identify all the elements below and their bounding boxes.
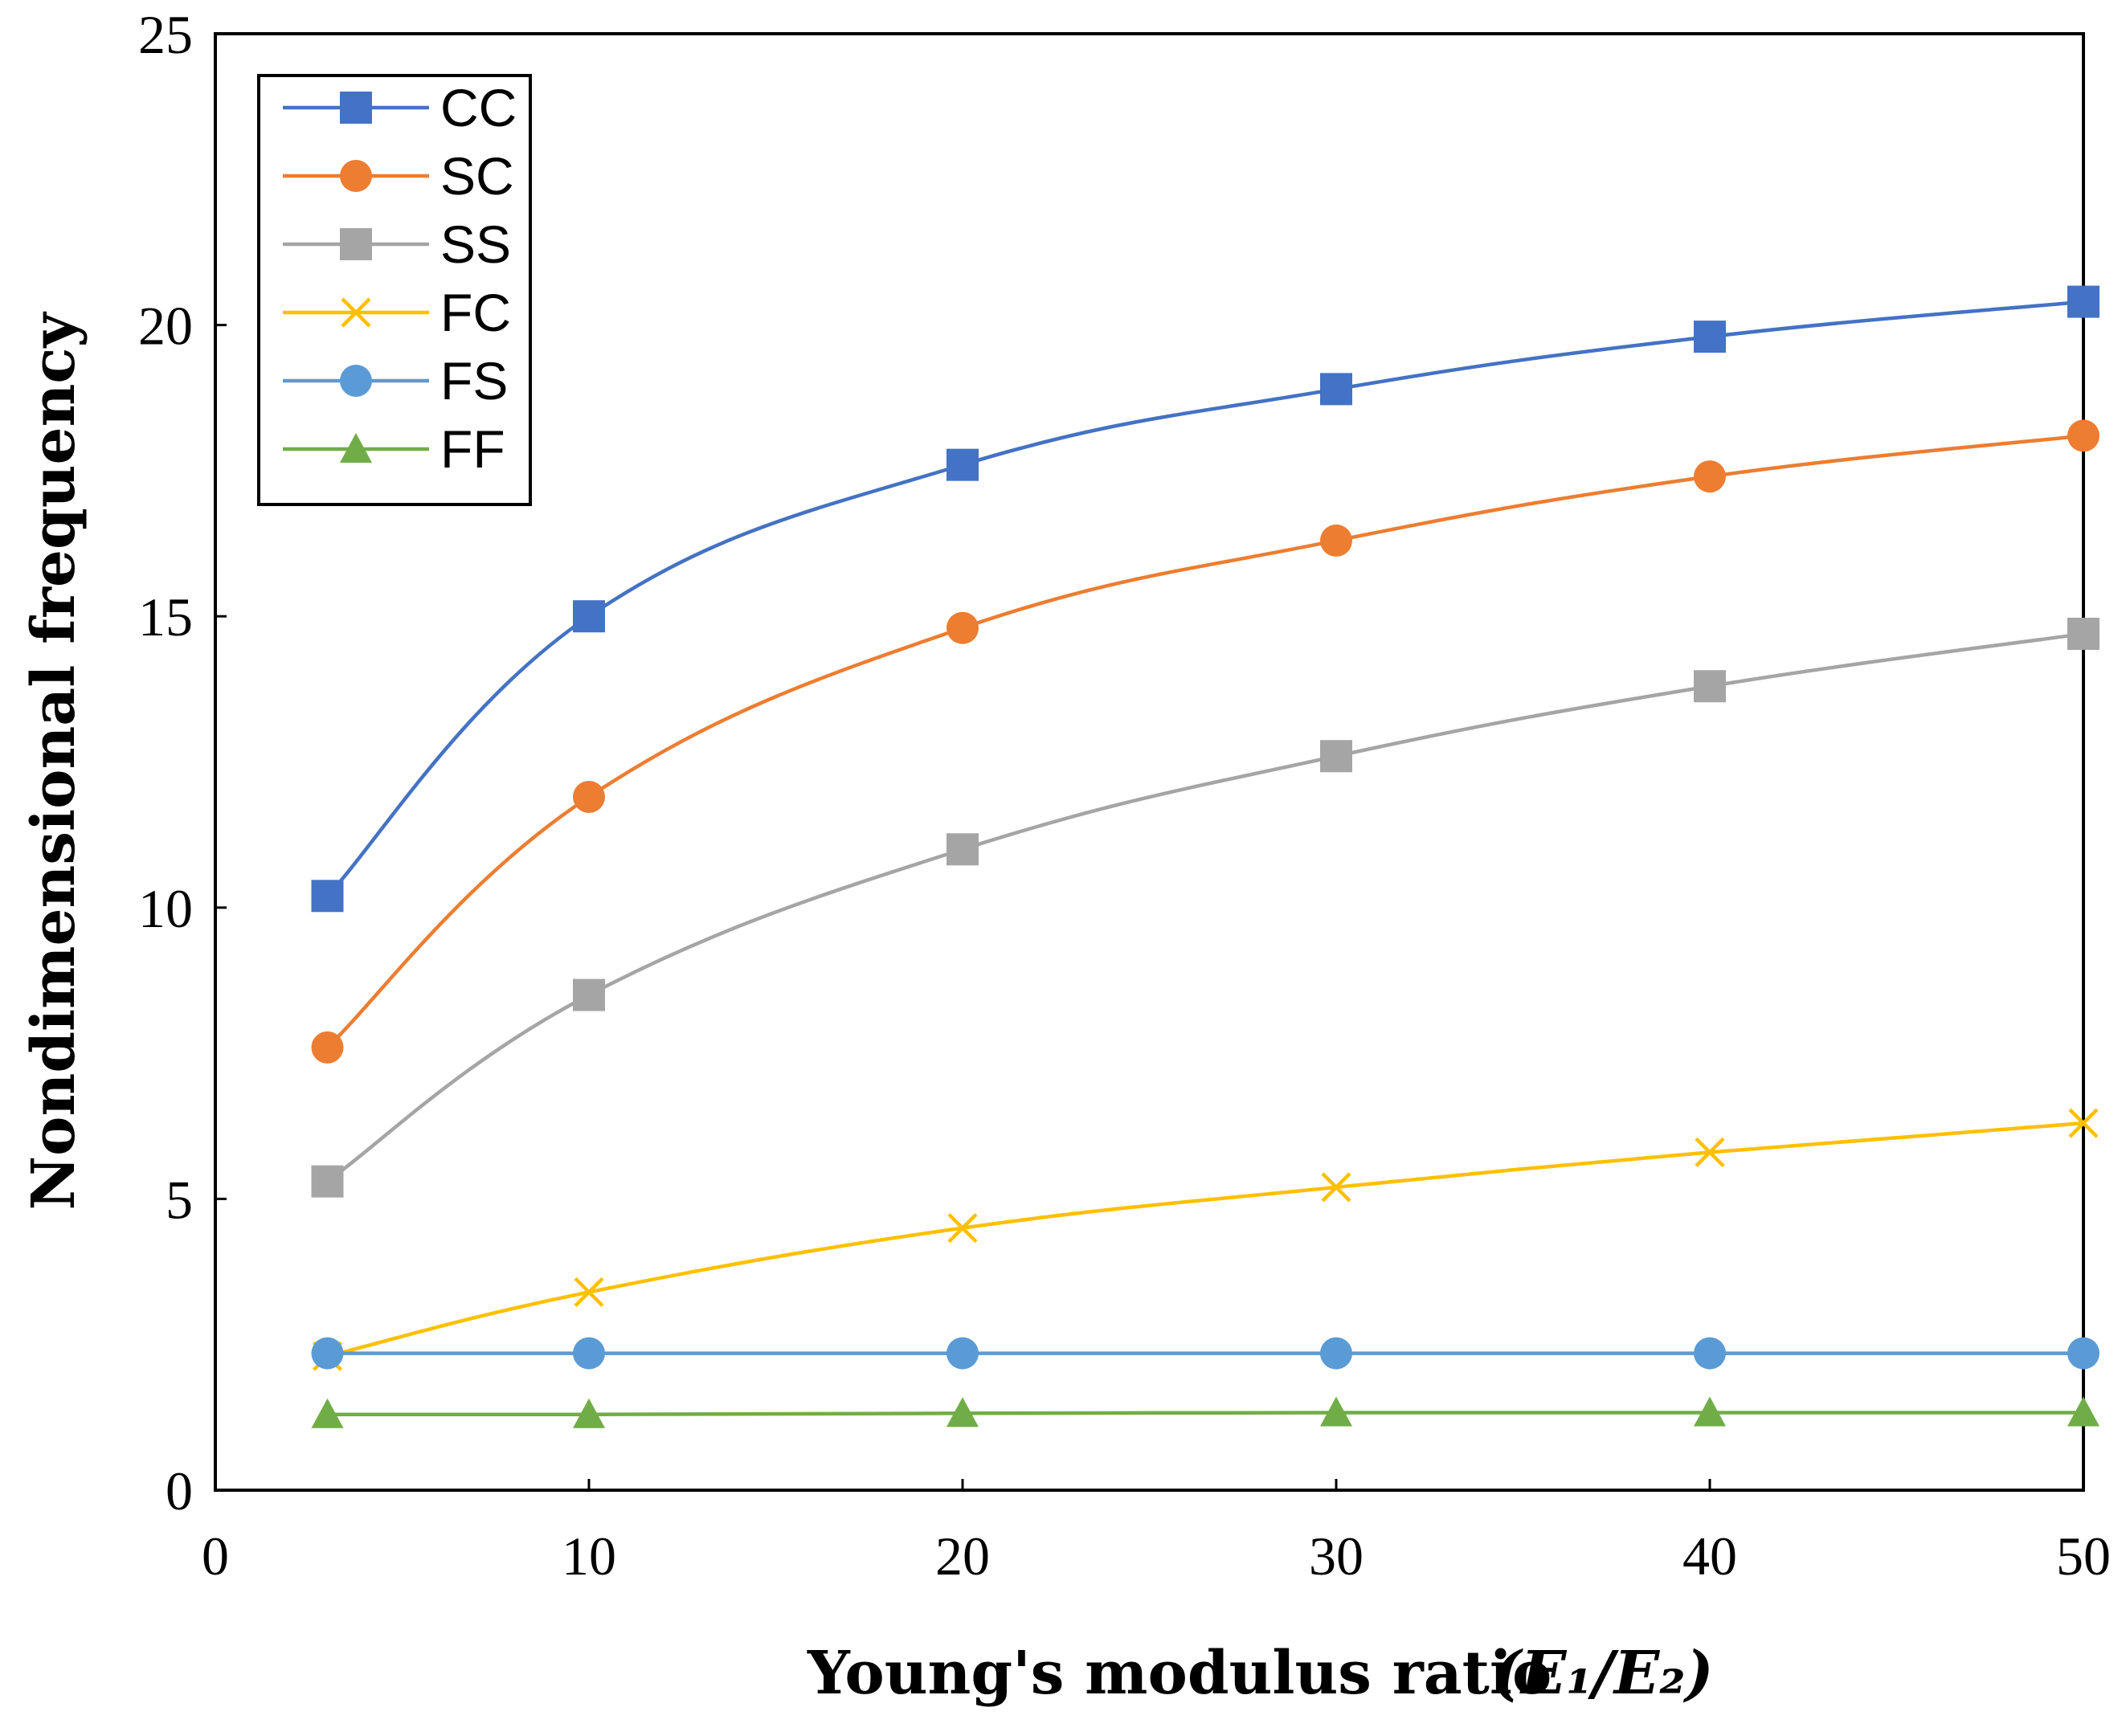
data-point-cc [573, 600, 605, 633]
data-point-cc [1694, 321, 1726, 353]
data-point-ff [1694, 1396, 1726, 1427]
series-layer [311, 285, 2099, 1428]
x-tick-label: 20 [935, 1526, 990, 1587]
data-point-fc-stroke [2068, 1108, 2099, 1138]
data-point-sc [1694, 460, 1726, 493]
data-point-ff [1320, 1396, 1352, 1427]
data-point-ss [573, 978, 605, 1011]
data-point-sc [2067, 419, 2099, 452]
y-tick-label: 25 [138, 4, 193, 65]
data-point-ss [946, 833, 979, 866]
data-point-ff [2067, 1396, 2099, 1427]
legend-marker-fc [341, 297, 371, 328]
data-point-cc [311, 880, 344, 913]
legend-item-fs: FS [283, 351, 508, 411]
legend-box [257, 74, 532, 506]
y-tick-label: 0 [166, 1460, 193, 1522]
data-point-sc [573, 781, 605, 814]
data-point-ff [311, 1398, 344, 1428]
data-point-ff [573, 1398, 605, 1428]
y-tick-label: 15 [138, 586, 193, 647]
data-point-fs [573, 1337, 605, 1370]
data-point-fs [1320, 1337, 1352, 1370]
axes: 0 10 20 30 40 50 0 5 10 15 20 25 [138, 4, 2111, 1587]
x-tick-label: 40 [1682, 1526, 1737, 1587]
series-cc [311, 285, 2099, 913]
x-tick-label: 50 [2056, 1526, 2111, 1587]
data-point-fc [947, 1213, 978, 1244]
series-ss [311, 617, 2099, 1198]
data-point-cc [2067, 285, 2099, 318]
legend-label-sc: SC [440, 146, 514, 206]
x-axis-title: Young's modulus ratio [807, 1639, 1552, 1708]
legend-marker-cc [340, 92, 372, 124]
series-line-fc [326, 1121, 2084, 1358]
data-point-sc [1320, 524, 1352, 557]
legend-item-ff: FF [283, 419, 505, 479]
legend-label-ff: FF [440, 419, 505, 479]
data-point-fc-stroke [574, 1276, 604, 1308]
data-point-sc [311, 1031, 344, 1064]
legend-item-fc: FC [283, 283, 511, 342]
legend: CC SC SS FC FS FF [257, 74, 532, 506]
axis-titles: Young's modulus ratio (E₁/E₂) Nondimensi… [19, 312, 1714, 1708]
data-point-ff [946, 1397, 979, 1428]
y-tick-label: 5 [166, 1169, 193, 1230]
series-ff [311, 1396, 2099, 1428]
series-line-sc [325, 434, 2084, 1049]
legend-label-fc: FC [440, 283, 511, 342]
data-point-fc-stroke [1695, 1137, 1725, 1167]
plot-frame [214, 32, 2085, 1492]
series-line-ss [326, 631, 2084, 1183]
legend-item-sc: SC [283, 146, 514, 206]
data-point-fs [2067, 1337, 2099, 1370]
series-fc [312, 1108, 2099, 1371]
legend-marker-ff [340, 433, 372, 463]
legend-marker-sc [340, 160, 372, 192]
series-sc [311, 419, 2099, 1064]
y-axis-title: Nondimensional frequency [19, 312, 88, 1211]
y-tick-label: 20 [138, 296, 193, 357]
legend-label-cc: CC [440, 78, 517, 137]
legend-item-ss: SS [283, 214, 511, 274]
series-line-cc [325, 300, 2084, 897]
data-point-fs [1694, 1337, 1726, 1370]
data-point-fc [1321, 1172, 1351, 1203]
data-point-fc [2068, 1108, 2099, 1138]
data-point-ss [311, 1165, 344, 1198]
x-tick-label: 10 [562, 1526, 616, 1587]
data-point-fc-stroke [947, 1213, 978, 1244]
series-fs [311, 1337, 2099, 1370]
data-point-fc-stroke [1321, 1172, 1351, 1203]
legend-marker-fc-stroke [341, 297, 371, 328]
data-point-sc [946, 611, 979, 644]
data-point-ss [1320, 740, 1352, 773]
data-point-fc [574, 1276, 604, 1308]
data-point-fc [1695, 1137, 1725, 1167]
y-tick-label: 10 [138, 878, 193, 939]
legend-item-cc: CC [283, 78, 517, 137]
data-point-cc [946, 448, 979, 481]
legend-marker-fs [340, 365, 372, 397]
data-point-ss [1694, 670, 1726, 703]
data-point-fs [946, 1337, 979, 1370]
data-point-ss [2067, 617, 2099, 650]
data-point-cc [1320, 373, 1352, 406]
x-axis-title-math: (E₁/E₂) [1493, 1639, 1714, 1708]
x-tick-label: 30 [1309, 1526, 1364, 1587]
legend-label-fs: FS [440, 351, 508, 411]
legend-label-ss: SS [440, 214, 511, 274]
data-point-fs [311, 1337, 344, 1370]
legend-marker-ss [340, 228, 372, 260]
x-tick-label: 0 [202, 1526, 229, 1587]
series-line-ff [327, 1411, 2083, 1417]
